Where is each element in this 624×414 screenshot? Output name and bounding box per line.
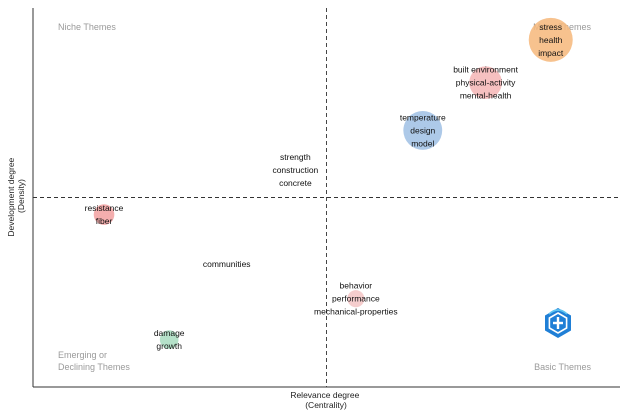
cluster-word: resistance <box>85 203 124 213</box>
cluster-word: mechanical-properties <box>314 307 398 317</box>
cluster-word: strength <box>280 152 311 162</box>
quadrant-label-basic: Basic Themes <box>534 362 591 372</box>
cluster-word: performance <box>332 294 380 304</box>
cluster-word: mental-health <box>460 91 512 101</box>
y-axis-title: Development degree (Density) <box>6 155 26 236</box>
cluster-3: temperature design model <box>400 110 446 150</box>
logo-hexagon-inner <box>548 312 568 334</box>
logo-arc <box>548 309 568 315</box>
cluster-bubble <box>159 330 179 349</box>
cluster-word: stress <box>539 22 562 32</box>
cluster-layer: stress health impact built environment physi… <box>85 17 573 351</box>
cluster-word: temperature <box>400 112 446 122</box>
cluster-2: built environment physical-activity mental… <box>453 65 518 101</box>
cluster-bubble <box>347 290 365 308</box>
cluster-word: behavior <box>340 281 373 291</box>
cluster-word: communities <box>203 259 251 269</box>
logo-icon <box>545 308 571 338</box>
cluster-word: physical-activity <box>456 78 516 88</box>
cluster-word: model <box>411 138 434 148</box>
cluster-word: design <box>410 125 435 135</box>
cluster-7: behavior performance mechanical-properties <box>314 281 398 317</box>
quadrant-label-niche: Niche Themes <box>58 22 116 32</box>
cluster-word: fiber <box>96 216 113 226</box>
cluster-8: damage growth <box>154 328 185 351</box>
cluster-bubble <box>469 66 502 99</box>
cluster-5: resistance fiber <box>85 203 124 226</box>
cluster-word: impact <box>538 48 564 58</box>
cluster-word: construction <box>272 165 318 175</box>
cluster-1: stress health impact <box>528 17 573 62</box>
cluster-word: built environment <box>453 65 518 75</box>
cluster-word: concrete <box>279 178 312 188</box>
quadrant-label-emerging: Emerging or Declining Themes <box>58 350 130 372</box>
cluster-word: growth <box>156 341 182 351</box>
cluster-word: health <box>539 35 562 45</box>
cluster-bubble <box>93 204 115 225</box>
cluster-word: damage <box>154 328 185 338</box>
cluster-4: strength construction concrete <box>272 152 318 188</box>
cluster-bubble <box>528 17 573 62</box>
logo-crossbar <box>553 321 563 325</box>
cluster-6: communities <box>203 259 251 269</box>
x-axis-title: Relevance degree (Centrality) <box>290 390 361 410</box>
cluster-bubble <box>403 110 443 150</box>
